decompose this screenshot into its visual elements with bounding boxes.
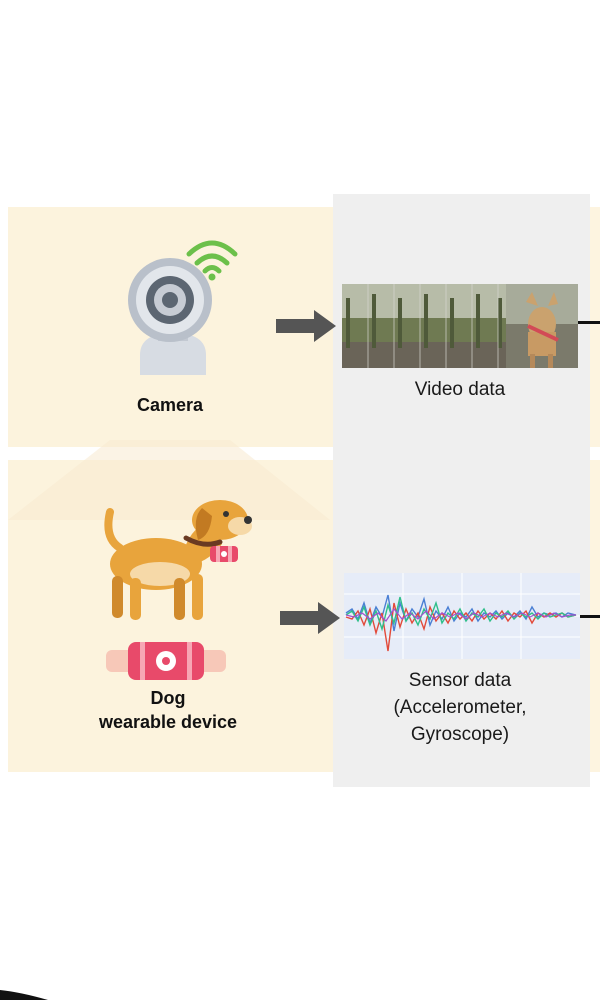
video-frames xyxy=(342,284,578,368)
video-connector-line xyxy=(578,321,600,324)
dog-label-line2: wearable device xyxy=(98,712,238,732)
video-data-label: Video data xyxy=(414,379,506,400)
dog-label-line1: Dog xyxy=(150,688,186,708)
wifi-icon xyxy=(186,240,238,281)
sensor-waveform xyxy=(344,573,580,659)
camera-icon xyxy=(128,258,212,375)
camera-label: Camera xyxy=(136,395,204,415)
sensor-data-label-line1: Sensor data xyxy=(408,670,512,691)
corner-shadow xyxy=(0,990,48,1000)
sensor-connector-line xyxy=(580,615,600,618)
right-edge-strip-top xyxy=(590,207,600,447)
wearable-device-icon xyxy=(106,642,226,680)
arrow-right-icon xyxy=(276,310,336,342)
sensor-data-label-line2: (Accelerometer, xyxy=(393,697,527,718)
camera-view-cone xyxy=(8,440,330,520)
arrow-right-icon xyxy=(280,602,340,634)
sensor-data-label-line3: Gyroscope) xyxy=(410,724,510,745)
dog-icon xyxy=(104,500,252,620)
